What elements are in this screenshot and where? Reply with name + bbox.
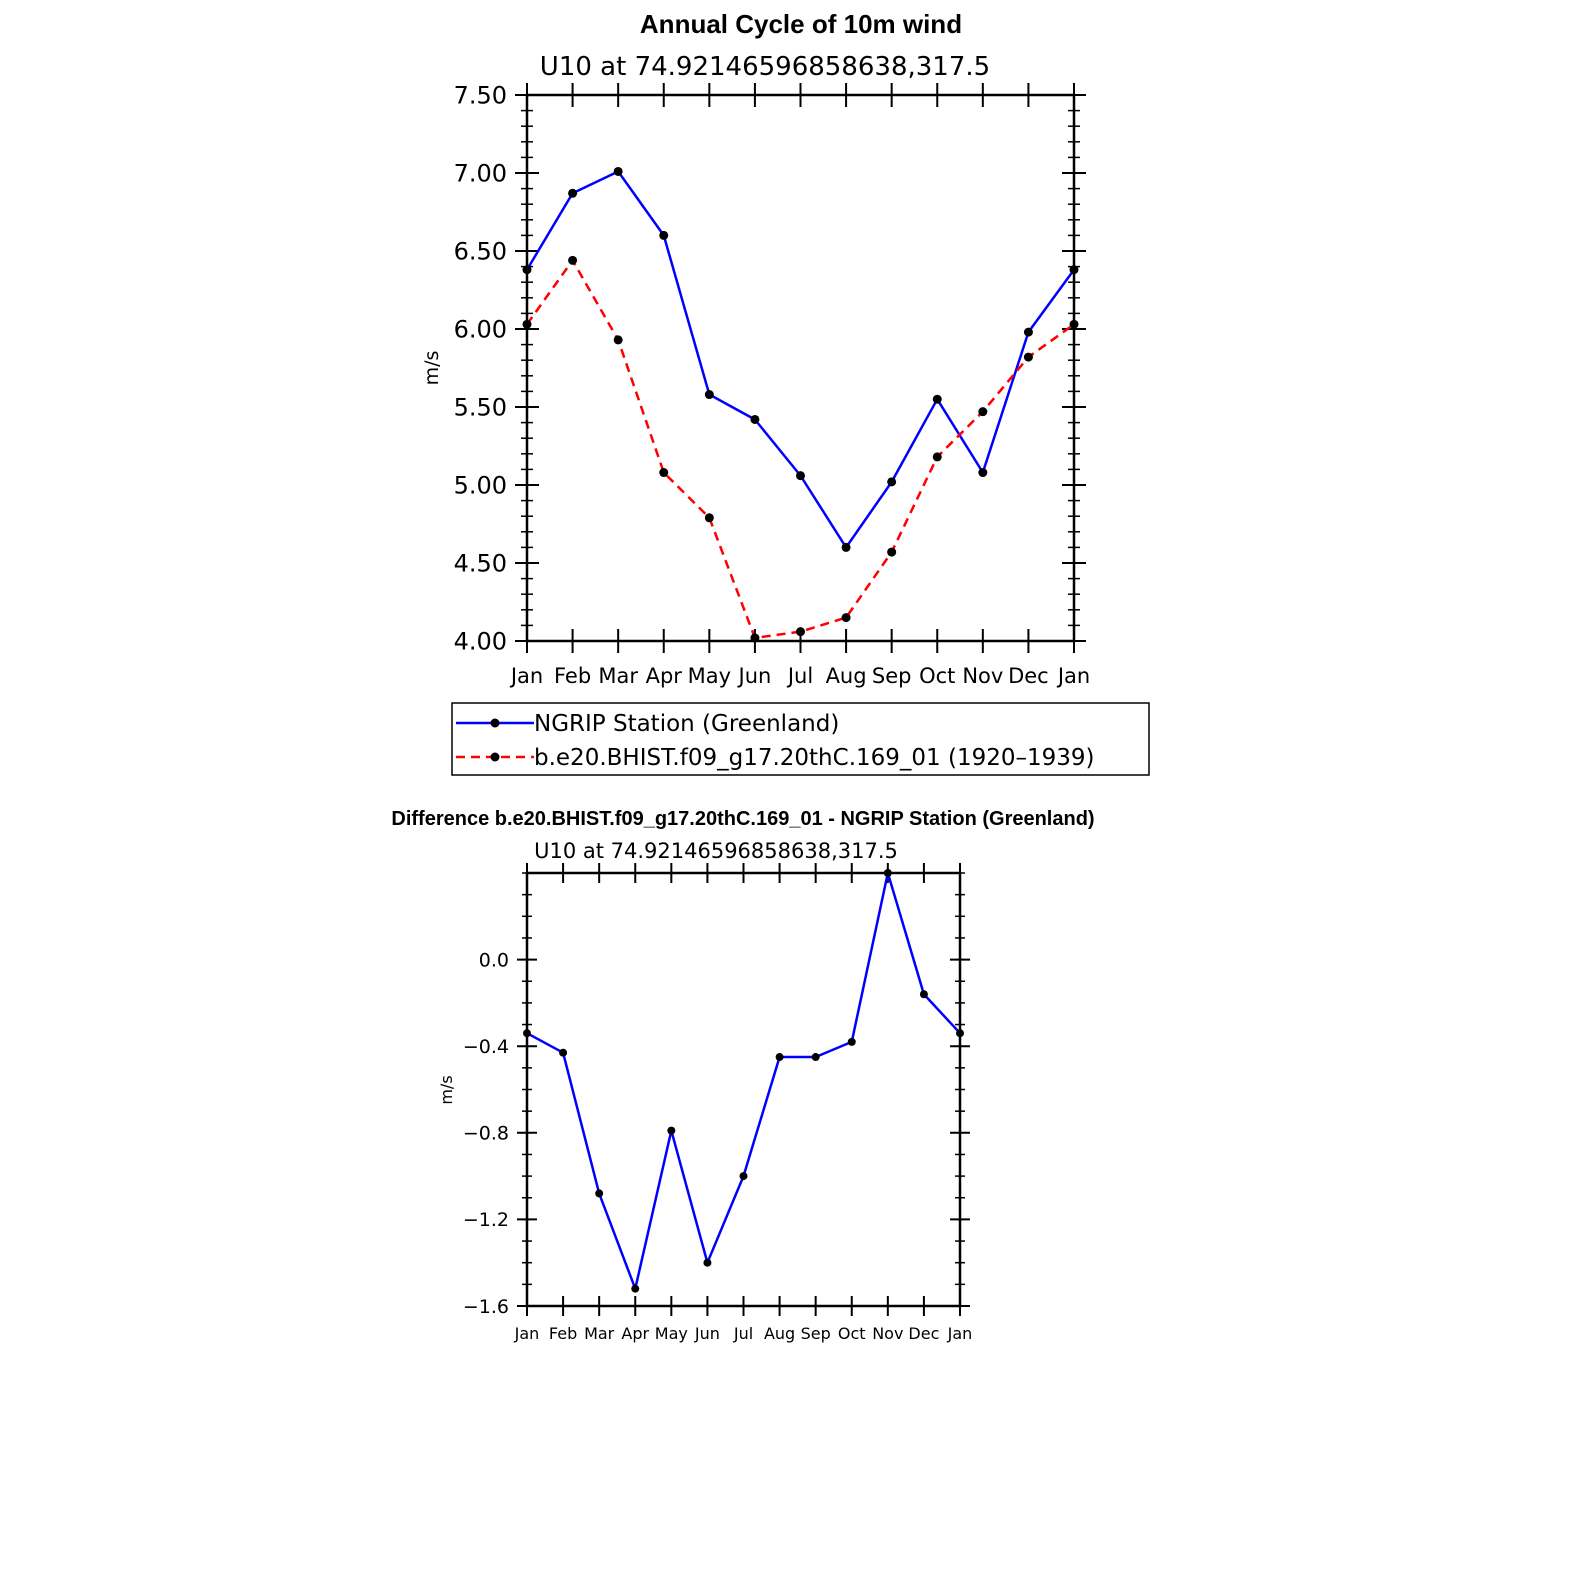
chart1-xtick-label: Jul	[786, 664, 813, 688]
legend-marker-model	[490, 752, 500, 762]
chart2-data-point	[847, 1037, 856, 1046]
chart2-data-point	[559, 1048, 568, 1057]
chart2-xtick-label: Jun	[694, 1324, 720, 1343]
chart2-xtick-label: Oct	[838, 1324, 866, 1343]
chart1-data-point	[887, 477, 897, 487]
chart2-xtick-label: Mar	[584, 1324, 615, 1343]
chart1-xtick-label: Jan	[509, 664, 543, 688]
chart1-data-point	[1069, 319, 1079, 329]
chart1-data-point	[568, 188, 578, 198]
chart1-data-point	[887, 547, 897, 557]
chart2-data-point	[811, 1053, 820, 1062]
chart1-ytick-label: 5.00	[454, 472, 507, 500]
chart2-subtitle: U10 at 74.92146596858638,317.5	[534, 839, 898, 863]
chart1-xtick-label: Dec	[1008, 664, 1049, 688]
chart1-data-point	[613, 166, 623, 176]
legend-marker-ngrip	[490, 718, 500, 728]
chart2-ylabel: m/s	[437, 1075, 456, 1104]
chart1-xtick-label: Sep	[872, 664, 912, 688]
annual-cycle-chart: Annual Cycle of 10m wind U10 at 74.92146…	[421, 9, 1150, 776]
chart1-data-point	[978, 468, 988, 478]
chart2-data-point	[631, 1284, 640, 1293]
chart1-data-point	[659, 230, 669, 240]
chart2-data-point	[667, 1126, 676, 1135]
chart1-series-line-1	[525, 259, 1075, 640]
chart1-xtick-label: Feb	[554, 664, 591, 688]
chart2-xtick-label: Jul	[733, 1324, 753, 1343]
chart2-data-point	[919, 990, 928, 999]
chart1-ytick-label: 4.00	[454, 628, 507, 656]
chart1-ytick-label: 7.00	[454, 160, 507, 188]
chart1-subtitle: U10 at 74.92146596858638,317.5	[540, 52, 990, 82]
chart2-title: Difference b.e20.BHIST.f09_g17.20thC.169…	[391, 808, 1094, 830]
chart1-xtick-label: Aug	[826, 664, 867, 688]
chart1-ytick-label: 6.00	[454, 316, 507, 344]
chart1-ytick-label: 4.50	[454, 550, 507, 578]
chart2-data-point	[595, 1189, 604, 1198]
chart1-data-point	[1023, 352, 1033, 362]
chart1-data-point	[750, 633, 760, 643]
chart1-data-point	[1069, 265, 1079, 275]
chart2-data-point	[883, 869, 892, 877]
chart1-legend: NGRIP Station (Greenland) b.e20.BHIST.f0…	[451, 702, 1150, 776]
chart1-data-point	[613, 335, 623, 345]
chart1-data-point	[932, 452, 942, 462]
chart2-series-line-0	[526, 871, 961, 1290]
chart1-data-point	[568, 255, 578, 265]
chart2-xtick-label: Jan	[947, 1324, 973, 1343]
chart1-data-point	[841, 613, 851, 623]
chart1-data-point	[704, 390, 714, 400]
chart1-xtick-label: Jan	[1056, 664, 1090, 688]
chart1-data-point	[659, 468, 669, 478]
chart2-xtick-label: Sep	[801, 1324, 831, 1343]
chart2-data-point	[523, 1029, 531, 1038]
chart2-data-point	[775, 1053, 784, 1062]
legend-box	[451, 702, 1150, 776]
chart1-series-line-0	[525, 170, 1076, 549]
chart1-data-point	[841, 542, 851, 552]
chart1-data-point	[750, 414, 760, 424]
chart1-ylabel: m/s	[421, 351, 443, 386]
chart2-xtick-label: Apr	[621, 1324, 649, 1343]
chart1-ytick-label: 7.50	[454, 82, 507, 110]
chart1-data-point	[978, 407, 988, 417]
chart2-xtick-label: Dec	[908, 1324, 939, 1343]
chart1-data-point	[932, 394, 942, 404]
chart2-data-point	[739, 1172, 748, 1181]
legend-label-ngrip: NGRIP Station (Greenland)	[534, 711, 839, 737]
chart2-ytick-label: −0.8	[463, 1123, 509, 1145]
chart2-data-point	[956, 1029, 964, 1038]
chart1-xtick-label: Mar	[598, 664, 638, 688]
chart1-data-point	[796, 471, 805, 481]
legend-label-model: b.e20.BHIST.f09_g17.20thC.169_01 (1920–1…	[534, 745, 1095, 771]
chart2-ytick-label: −1.2	[463, 1209, 509, 1231]
chart1-xtick-label: Nov	[962, 664, 1003, 688]
chart2-xtick-label: Nov	[872, 1324, 903, 1343]
chart1-data-point	[522, 319, 532, 329]
chart1-xtick-label: Apr	[646, 664, 683, 688]
chart1-ytick-label: 6.50	[454, 238, 507, 266]
chart2-ytick-label: −1.6	[463, 1296, 509, 1318]
chart1-xtick-label: Jun	[737, 664, 772, 688]
chart2-xtick-label: Aug	[764, 1324, 795, 1343]
chart1-data-point	[1023, 327, 1033, 337]
chart2-plot-frame	[525, 871, 962, 1308]
chart2-ytick-label: −0.4	[463, 1036, 509, 1058]
chart2-xtick-label: Feb	[549, 1324, 577, 1343]
chart2-ytick-label: 0.0	[479, 949, 509, 971]
chart1-title: Annual Cycle of 10m wind	[640, 9, 962, 39]
chart1-xtick-label: May	[688, 664, 731, 688]
chart1-xtick-label: Oct	[919, 664, 955, 688]
chart1-data-point	[704, 513, 714, 523]
difference-chart: Difference b.e20.BHIST.f09_g17.20thC.169…	[391, 808, 1094, 1343]
chart1-data-point	[522, 265, 532, 275]
chart2-xtick-label: Jan	[514, 1324, 540, 1343]
chart2-data-point	[703, 1258, 712, 1267]
chart1-data-point	[796, 627, 805, 637]
chart2-xtick-label: May	[655, 1324, 688, 1343]
chart1-ytick-label: 5.50	[454, 394, 507, 422]
